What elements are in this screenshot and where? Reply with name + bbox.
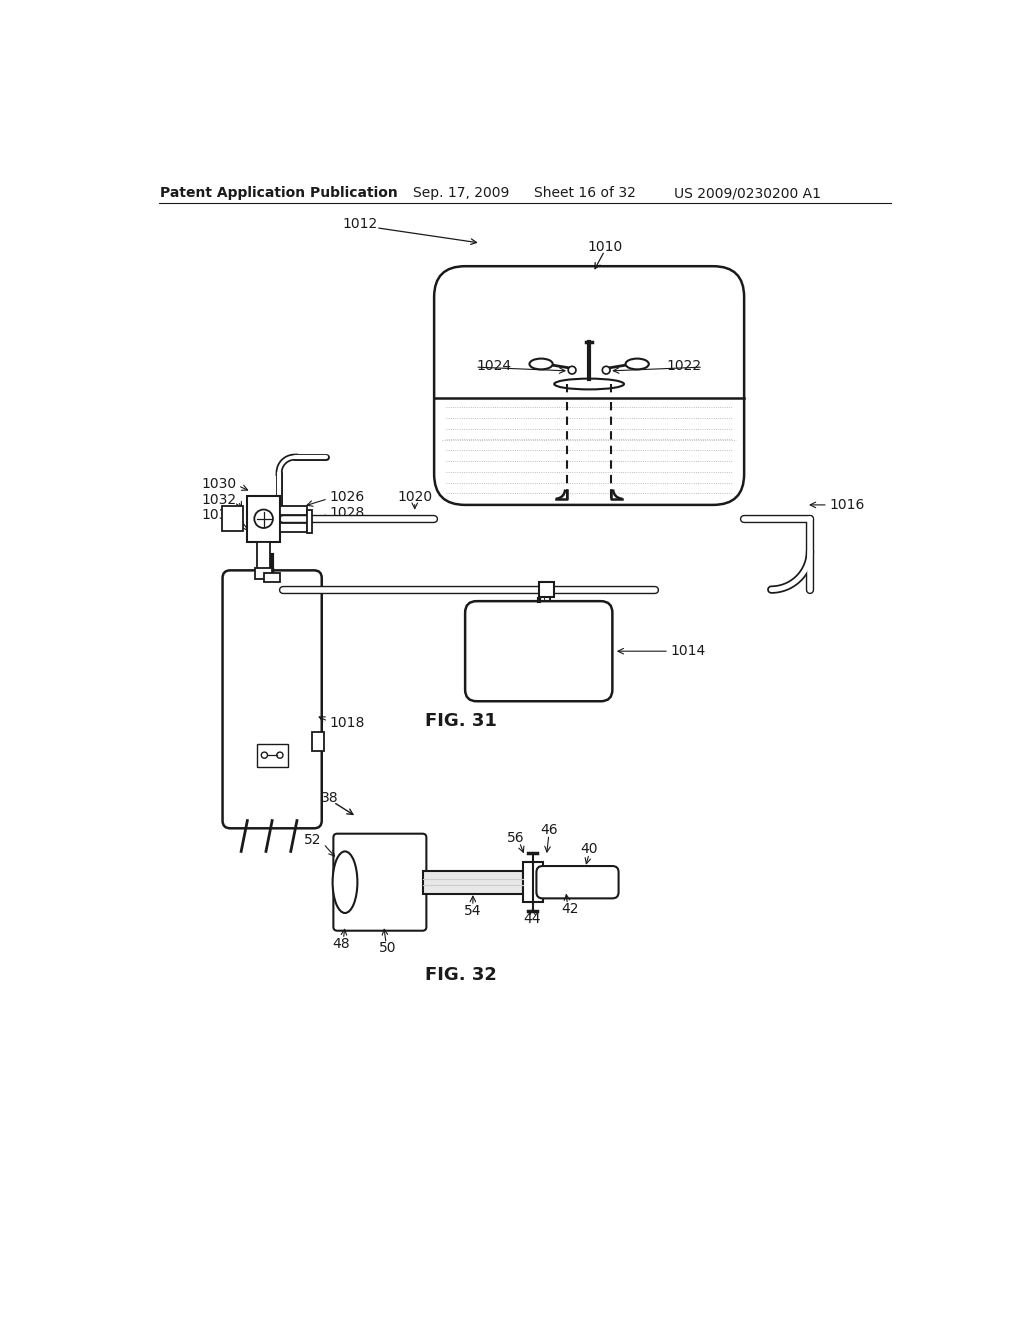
Ellipse shape <box>626 359 649 370</box>
Text: 1012: 1012 <box>343 216 378 231</box>
Circle shape <box>276 752 283 758</box>
FancyBboxPatch shape <box>222 570 322 829</box>
Circle shape <box>254 510 273 528</box>
Text: FIG. 31: FIG. 31 <box>425 711 498 730</box>
Bar <box>280 523 307 532</box>
Text: Sep. 17, 2009: Sep. 17, 2009 <box>413 186 509 201</box>
Bar <box>523 862 543 903</box>
Text: 1030: 1030 <box>202 477 237 491</box>
Text: 38: 38 <box>321 791 338 804</box>
Text: 46: 46 <box>540 822 558 837</box>
Text: 1026: 1026 <box>330 490 365 504</box>
FancyBboxPatch shape <box>537 866 618 899</box>
Text: 1014: 1014 <box>671 644 706 659</box>
Text: 1028: 1028 <box>330 506 365 520</box>
Text: or: or <box>530 640 547 659</box>
Circle shape <box>568 367 575 374</box>
Text: 40: 40 <box>581 842 598 857</box>
Text: 56: 56 <box>507 830 524 845</box>
Text: 1018: 1018 <box>330 715 365 730</box>
Ellipse shape <box>333 851 357 913</box>
Text: 44: 44 <box>524 912 542 927</box>
Bar <box>248 496 280 543</box>
Ellipse shape <box>554 379 624 389</box>
Text: FIG. 32: FIG. 32 <box>425 966 498 983</box>
Text: Patent Application Publication: Patent Application Publication <box>160 186 398 201</box>
Circle shape <box>602 367 610 374</box>
Text: 1024: 1024 <box>477 359 512 372</box>
Text: 1010: 1010 <box>587 240 623 253</box>
Circle shape <box>261 752 267 758</box>
FancyBboxPatch shape <box>465 601 612 701</box>
Text: Sheet 16 of 32: Sheet 16 of 32 <box>535 186 636 201</box>
Text: 1032: 1032 <box>202 492 237 507</box>
Bar <box>257 743 288 767</box>
Bar <box>423 871 523 894</box>
Text: City Main: City Main <box>500 628 578 647</box>
Text: 48: 48 <box>333 937 350 950</box>
Text: 54: 54 <box>464 904 481 917</box>
Bar <box>539 582 554 598</box>
Ellipse shape <box>529 359 553 370</box>
Text: 42: 42 <box>561 902 579 916</box>
Text: 52: 52 <box>304 833 322 847</box>
Bar <box>264 573 280 582</box>
Text: Water Well: Water Well <box>494 653 584 671</box>
Text: 1016: 1016 <box>829 498 864 512</box>
Text: 1034: 1034 <box>202 508 237 521</box>
Text: 50: 50 <box>379 941 396 956</box>
FancyBboxPatch shape <box>334 834 426 931</box>
Bar <box>255 568 272 579</box>
Text: 1020: 1020 <box>397 490 432 504</box>
Bar <box>280 506 307 515</box>
FancyBboxPatch shape <box>434 267 744 506</box>
Bar <box>307 510 311 533</box>
Bar <box>311 733 324 751</box>
Bar <box>222 507 244 531</box>
Text: US 2009/0230200 A1: US 2009/0230200 A1 <box>675 186 821 201</box>
Bar <box>257 543 270 569</box>
Text: 1022: 1022 <box>667 359 701 372</box>
